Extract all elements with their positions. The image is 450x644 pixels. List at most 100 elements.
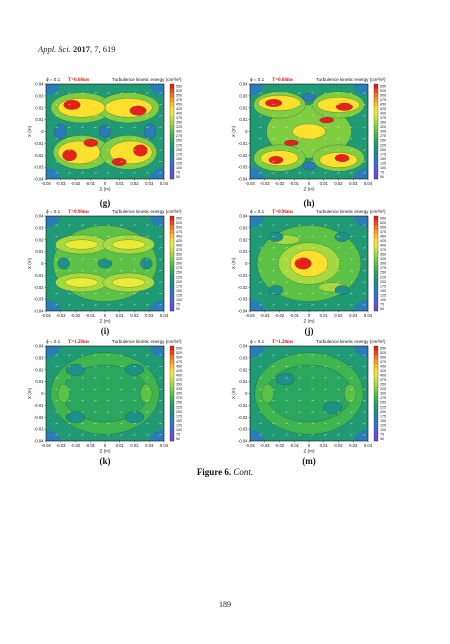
contour-region: [301, 93, 317, 102]
x-tick-label: -0.02: [71, 443, 81, 448]
contour-region: [57, 257, 70, 270]
x-tick-label: -0.04: [245, 443, 255, 448]
colorbar-swatch: [374, 279, 378, 285]
contour-region: [133, 144, 148, 157]
colorbar-label: 400: [176, 244, 182, 248]
colorbar-swatch: [374, 431, 378, 437]
colorbar-swatch: [374, 169, 378, 175]
colorbar-label: 250: [176, 139, 182, 143]
contour-region: [334, 285, 350, 295]
colorbar-label: 375: [176, 378, 182, 382]
contour-region: [284, 139, 299, 146]
y-tick-label: -0.03: [34, 165, 44, 170]
colorbar-swatch: [170, 355, 174, 360]
colorbar-label: 225: [380, 143, 386, 147]
colorbar-swatch: [170, 229, 174, 235]
colorbar-swatch: [170, 256, 174, 262]
x-tick-label: -0.01: [85, 443, 95, 448]
x-axis-label: Z (m): [304, 449, 315, 454]
colorbar-label: 525: [380, 351, 386, 355]
colorbar-swatch: [374, 409, 378, 415]
y-tick-label: 0.04: [35, 82, 44, 87]
colorbar-label: 200: [380, 410, 386, 414]
colorbar-label: 500: [176, 226, 182, 230]
colorbar-label: 500: [176, 356, 182, 360]
y-tick-label: -0.04: [34, 439, 44, 444]
colorbar-label: 525: [176, 89, 182, 93]
colorbar-swatch: [170, 261, 174, 266]
y-tick-label: 0.04: [239, 214, 248, 219]
x-tick-label: 0: [104, 181, 107, 186]
colorbar-label: 375: [176, 116, 182, 120]
y-tick-label: -0.03: [238, 165, 248, 170]
y-tick-label: 0: [41, 261, 44, 266]
journal-year: 2017: [72, 44, 90, 54]
colorbar-swatch: [170, 364, 174, 369]
x-tick-label: 0.01: [320, 313, 329, 318]
panel-j: ϕ = 0.1 T=0.96ms Turbulence kinetic energy…: [231, 208, 432, 338]
colorbar-label: 350: [380, 383, 386, 387]
colorbar-label: 550: [380, 216, 386, 220]
colorbar-label: 550: [176, 216, 182, 220]
colorbar-label: 300: [176, 392, 182, 396]
colorbar-swatch: [170, 391, 174, 396]
colorbar-label: 275: [380, 266, 386, 270]
colorbar-swatch: [170, 129, 174, 134]
colorbar-swatch: [374, 364, 378, 369]
colorbar-swatch: [170, 270, 174, 276]
colorbar-swatch: [170, 84, 174, 89]
colorbar-swatch: [374, 395, 378, 401]
panel-g: ϕ = 0.1 T=0.68ms Turbulence kinetic energy…: [27, 76, 228, 206]
colorbar-label: 175: [380, 414, 386, 418]
colorbar-swatch: [374, 274, 378, 280]
colorbar-swatch: [170, 169, 174, 175]
colorbar-swatch: [170, 301, 174, 307]
colorbar-label: 125: [176, 161, 182, 165]
colorbar-swatch: [170, 386, 174, 392]
y-tick-label: 0.04: [239, 82, 248, 87]
colorbar-label: 325: [380, 257, 386, 261]
y-tick-label: -0.02: [238, 153, 248, 158]
x-tick-label: -0.01: [85, 181, 95, 186]
phase-label: ϕ = 0.1: [250, 77, 265, 82]
time-label: T=1.28ms: [272, 340, 293, 345]
colorbar-label: 250: [380, 139, 386, 143]
x-tick-label: -0.04: [41, 181, 51, 186]
colorbar-swatch: [170, 97, 174, 103]
x-tick-label: 0.03: [145, 181, 154, 186]
colorbar-label: 325: [176, 387, 182, 391]
colorbar-swatch: [170, 400, 174, 406]
y-tick-label: 0.02: [239, 237, 248, 242]
plot-title: Turbulence kinetic energy (cm²/s²): [112, 339, 182, 344]
colorbar-label: 450: [176, 365, 182, 369]
x-axis-label: Z (m): [304, 319, 315, 324]
colorbar-swatch: [374, 138, 378, 144]
colorbar-label: 50: [380, 437, 384, 441]
panel-i: ϕ = 0.1 T=0.96ms Turbulence kinetic energy…: [27, 208, 228, 338]
colorbar-swatch: [374, 115, 378, 121]
colorbar-label: 350: [380, 121, 386, 125]
colorbar-swatch: [374, 142, 378, 148]
colorbar-swatch: [170, 151, 174, 157]
plot-title: Turbulence kinetic energy (cm²/s²): [112, 209, 182, 214]
colorbar-swatch: [170, 238, 174, 244]
colorbar-swatch: [170, 225, 174, 230]
contour-region: [140, 257, 153, 270]
colorbar-label: 50: [176, 175, 180, 179]
colorbar-swatch: [170, 120, 174, 125]
colorbar-swatch: [374, 102, 378, 107]
colorbar-swatch: [170, 422, 174, 428]
colorbar-label: 75: [176, 170, 180, 174]
colorbar-label: 50: [176, 307, 180, 311]
colorbar-swatch: [374, 120, 378, 125]
contour-plot-k: ϕ = 0.1 T=1.28ms Turbulence kinetic energy…: [27, 339, 182, 454]
colorbar-label: 75: [380, 302, 384, 306]
colorbar-swatch: [170, 234, 174, 239]
colorbar-label: 400: [380, 374, 386, 378]
contour-region: [334, 154, 350, 163]
y-tick-label: 0.02: [239, 105, 248, 110]
y-tick-label: -0.04: [238, 439, 248, 444]
x-axis-label: Z (m): [304, 187, 315, 192]
x-tick-label: -0.03: [56, 443, 66, 448]
colorbar-swatch: [374, 220, 378, 226]
